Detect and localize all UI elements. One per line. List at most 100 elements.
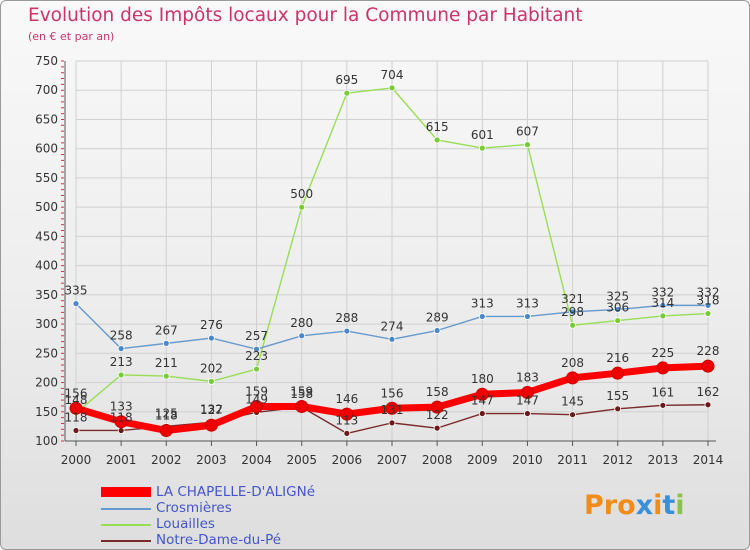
data-point (208, 334, 215, 342)
data-point (656, 361, 670, 375)
data-point (388, 84, 396, 92)
data-point (524, 141, 531, 149)
legend-swatch-main (101, 487, 151, 497)
data-point (475, 387, 489, 401)
data-point (343, 89, 351, 97)
x-tick-label: 2007 (377, 453, 408, 467)
data-point (704, 310, 712, 317)
data-label: 607 (516, 125, 539, 139)
data-point (208, 377, 215, 385)
data-label: 161 (651, 385, 674, 399)
data-label: 148 (65, 393, 88, 407)
data-label: 228 (697, 344, 720, 358)
y-tick-label: 350 (35, 288, 58, 302)
y-tick-label: 150 (35, 405, 58, 419)
x-tick-label: 2013 (648, 453, 679, 467)
data-label: 118 (65, 410, 88, 424)
legend-swatch (101, 508, 151, 510)
data-label: 146 (335, 392, 358, 406)
y-tick-label: 100 (35, 434, 58, 448)
chart-title: Evolution des Impôts locaux pour la Comm… (28, 5, 583, 26)
data-point (72, 427, 80, 434)
data-point (566, 371, 580, 385)
x-tick-label: 2012 (602, 453, 633, 467)
x-tick-label: 2002 (151, 453, 182, 467)
grid (75, 60, 709, 442)
data-label: 145 (561, 395, 584, 409)
data-label: 280 (290, 316, 313, 330)
data-point (298, 332, 306, 340)
logo-letter: o (617, 490, 636, 521)
data-label: 216 (606, 351, 629, 365)
data-label: 159 (245, 385, 268, 399)
data-point (253, 345, 260, 353)
y-tick-label: 200 (35, 376, 58, 390)
data-point (298, 203, 306, 211)
data-label: 158 (426, 385, 449, 399)
data-label: 113 (335, 413, 358, 427)
data-label: 208 (561, 356, 584, 370)
legend-item: LA CHAPELLE-D'ALIGNé (101, 484, 361, 501)
data-label: 211 (155, 356, 178, 370)
x-tick-label: 2010 (512, 453, 543, 467)
y-tick-label: 600 (35, 142, 58, 156)
data-point (611, 366, 625, 380)
data-label: 274 (381, 319, 404, 333)
data-label: 158 (290, 387, 313, 401)
data-point (659, 301, 667, 309)
data-label: 298 (561, 305, 584, 319)
data-point (72, 300, 80, 308)
x-tick-label: 2014 (693, 453, 724, 467)
data-label: 223 (245, 349, 268, 363)
series (69, 84, 715, 437)
data-point (114, 415, 128, 429)
y-tick-label: 750 (35, 54, 58, 68)
data-label: 159 (290, 385, 313, 399)
data-label: 332 (697, 285, 720, 299)
logo-letter: P (584, 490, 604, 521)
x-tick-label: 2008 (422, 453, 453, 467)
legend-swatch (101, 524, 151, 526)
legend-label: Crosmières (156, 500, 232, 516)
data-label: 225 (651, 346, 674, 360)
data-label: 183 (516, 370, 539, 384)
data-point (614, 306, 622, 313)
logo-letter: x (635, 490, 654, 521)
data-point (204, 418, 218, 432)
data-label: 332 (651, 285, 674, 299)
data-label: 147 (471, 394, 494, 408)
data-point (162, 372, 170, 380)
data-point (659, 312, 667, 320)
data-point (704, 401, 712, 409)
data-point (433, 327, 441, 334)
data-point (159, 423, 173, 437)
axes: 100 150 200 250 300 350 400 450 500 550 600 650 700 7… (35, 54, 723, 467)
data-label: 325 (606, 289, 629, 303)
chart-subtitle: (en € et par an) (28, 30, 115, 43)
data-label: 257 (245, 329, 268, 343)
x-tick-label: 2011 (557, 453, 588, 467)
legend-item: Crosmières (101, 500, 361, 517)
data-point (250, 400, 264, 414)
logo-letter: i (653, 490, 663, 521)
data-point (433, 424, 441, 432)
data-label: 321 (561, 292, 584, 306)
data-label: 156 (381, 386, 404, 400)
data-point (388, 335, 396, 343)
legend-item: Notre-Dame-du-Pé (101, 532, 361, 549)
data-label: 132 (200, 402, 223, 416)
data-label: 313 (471, 296, 494, 310)
data-point (340, 407, 354, 421)
data-label: 335 (65, 284, 88, 298)
legend-item: Louailles (101, 516, 361, 533)
y-tick-label: 300 (35, 317, 58, 331)
data-point (117, 371, 125, 379)
data-point (478, 144, 486, 152)
data-label: 156 (65, 386, 88, 400)
y-tick-label: 500 (35, 200, 58, 214)
data-label: 313 (516, 296, 539, 310)
x-tick-label: 2003 (196, 453, 227, 467)
data-label: 288 (335, 311, 358, 325)
y-tick-label: 550 (35, 171, 58, 185)
